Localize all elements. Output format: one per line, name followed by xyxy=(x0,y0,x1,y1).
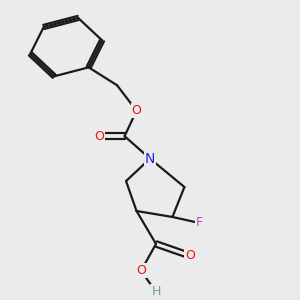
Text: O: O xyxy=(136,264,146,277)
Text: F: F xyxy=(196,217,203,230)
Text: H: H xyxy=(151,285,161,298)
Text: O: O xyxy=(185,249,195,262)
Text: N: N xyxy=(145,152,155,166)
Text: O: O xyxy=(132,104,142,117)
Text: O: O xyxy=(94,130,104,143)
